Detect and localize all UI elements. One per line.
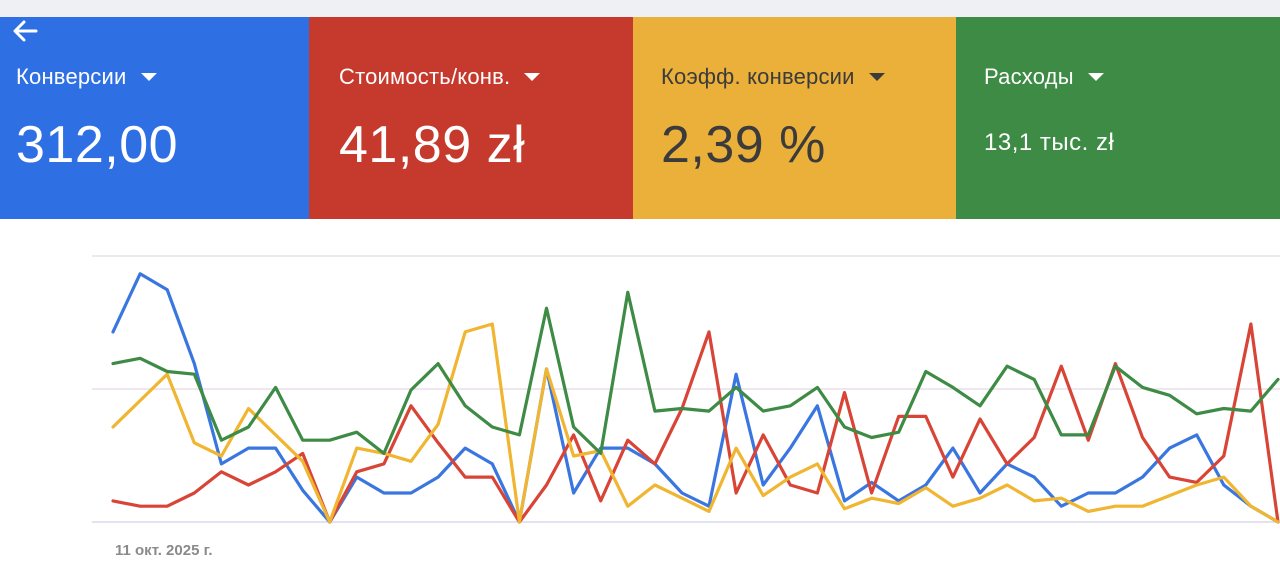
x-axis-date-label: 11 окт. 2025 г. xyxy=(115,542,213,559)
metric-value: 312,00 xyxy=(16,116,179,174)
caret-down-icon[interactable] xyxy=(524,73,541,81)
series-line-1 xyxy=(111,322,1280,524)
top-bar xyxy=(0,0,1280,17)
performance-line-chart xyxy=(92,255,1280,524)
metric-value: 13,1 тыс. zł xyxy=(984,129,1115,156)
metric-card-conversions[interactable]: Конверсии 312,00 xyxy=(0,17,309,219)
metric-value: 2,39 % xyxy=(661,116,826,174)
caret-down-icon[interactable] xyxy=(868,73,885,81)
metric-label: Коэфф. конверсии xyxy=(661,64,855,89)
metric-card-spend[interactable]: Расходы 13,1 тыс. zł xyxy=(956,17,1280,219)
metric-card-conversion-rate[interactable]: Коэфф. конверсии 2,39 % xyxy=(633,17,956,219)
series-line-3 xyxy=(111,290,1280,455)
metric-label: Расходы xyxy=(984,64,1074,89)
arrow-left-icon[interactable] xyxy=(10,17,42,45)
series-line-0 xyxy=(111,272,1280,524)
metric-value: 41,89 zł xyxy=(339,116,526,174)
metric-cards: Конверсии 312,00 Стоимость/конв. 41,89 z… xyxy=(0,17,1280,219)
metric-label: Конверсии xyxy=(16,64,127,89)
caret-down-icon[interactable] xyxy=(140,73,157,81)
metric-label: Стоимость/конв. xyxy=(339,64,511,89)
series-line-2 xyxy=(111,322,1280,524)
metric-card-cost-per-conversion[interactable]: Стоимость/конв. 41,89 zł xyxy=(309,17,633,219)
caret-down-icon[interactable] xyxy=(1087,73,1104,81)
